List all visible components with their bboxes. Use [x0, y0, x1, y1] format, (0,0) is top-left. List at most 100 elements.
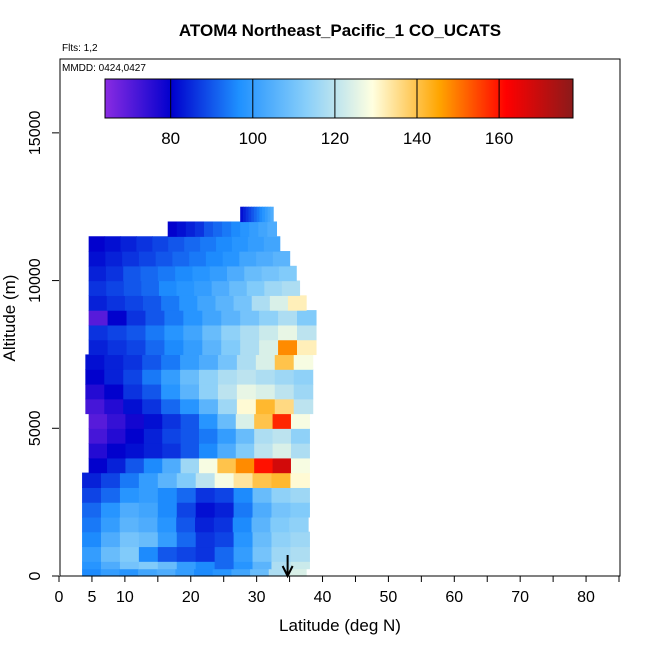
heatmap-cell [82, 561, 102, 570]
heatmap-cell [143, 295, 162, 311]
heatmap-cell [88, 265, 107, 282]
heatmap-cell [179, 295, 198, 311]
heatmap-cell [157, 531, 178, 548]
plot-frame [59, 58, 621, 577]
heatmap-cell [246, 280, 265, 296]
x-axis-label: Latitude (deg N) [279, 616, 401, 635]
heatmap-cell [252, 502, 273, 518]
heatmap-cell [199, 369, 219, 385]
heatmap-cell [125, 428, 145, 444]
heatmap-cell [157, 546, 178, 562]
heatmap-cell [254, 413, 274, 429]
heatmap-cell [175, 265, 194, 282]
heatmap-cell [217, 457, 237, 474]
heatmap-cell [235, 457, 255, 474]
heatmap-cell [271, 561, 292, 570]
heatmap-cell [287, 295, 307, 311]
heatmap-cell [290, 561, 310, 570]
heatmap-cell [236, 383, 257, 400]
heatmap-cell [290, 428, 310, 444]
x-tick-label: 30 [248, 589, 266, 606]
heatmap-cell [252, 531, 273, 548]
heatmap-cell [242, 206, 247, 223]
heatmap-cell [125, 413, 145, 429]
heatmap-cell [212, 568, 232, 577]
heatmap-cell [203, 221, 214, 237]
heatmap-cell [172, 251, 190, 267]
heatmap-cell [272, 457, 292, 474]
heatmap-cell [107, 457, 127, 474]
heatmap-cell [126, 310, 147, 326]
heatmap-cell [200, 236, 217, 252]
heatmap-cell [267, 206, 271, 223]
heatmap-cell [143, 443, 163, 459]
heatmap-cell [240, 310, 260, 326]
heatmap-cell [249, 221, 259, 237]
heatmap-cell [101, 472, 121, 488]
heatmap-cell [138, 531, 159, 548]
heatmap-cell [293, 354, 314, 370]
heatmap-cell [155, 251, 173, 267]
heatmap-cell [199, 443, 218, 459]
heatmap-cell [119, 561, 140, 570]
heatmap-cell [104, 354, 124, 370]
heatmap-cell [180, 354, 200, 370]
heatmap-cell [143, 428, 163, 444]
y-tick-label: 10000 [27, 258, 44, 303]
heatmap-cell [176, 561, 197, 570]
heatmap-cell [158, 280, 178, 296]
heatmap-cell [214, 487, 235, 503]
x-axis: 0 5 10 20 30 40 50 60 70 80 [55, 576, 620, 606]
heatmap-cell [272, 443, 292, 459]
heatmap-cell [157, 472, 178, 488]
heatmap-cell [247, 236, 265, 252]
x-tick-label: 50 [380, 589, 398, 606]
heatmap-cell [88, 295, 108, 311]
heatmap-cell [271, 531, 292, 548]
heatmap-cell [104, 369, 124, 385]
heatmap-cell [138, 568, 158, 577]
heatmap-cell [213, 221, 223, 237]
heatmap-cell [122, 251, 140, 267]
x-tick-label: 70 [511, 589, 529, 606]
heatmap-cell [142, 383, 162, 400]
heatmap-cell [167, 221, 178, 237]
heatmap-cell [164, 310, 184, 326]
heatmap-cell [100, 516, 121, 533]
heatmap-cell [142, 398, 162, 415]
heatmap-cell [107, 310, 128, 326]
heatmap-cell [235, 428, 255, 444]
heatmap-cell [261, 265, 280, 282]
heatmap-cell [236, 354, 257, 370]
heatmap-cell [138, 546, 159, 562]
heatmap-cell [101, 487, 121, 503]
heatmap-cell [194, 280, 213, 296]
heatmap-cell [290, 443, 310, 459]
heatmap-cell [199, 413, 218, 429]
heatmap-cell [124, 295, 144, 311]
heatmap-cell [254, 457, 274, 474]
heatmap-cell [136, 236, 153, 252]
heatmap-cell [82, 502, 102, 518]
heatmap-cell [256, 206, 260, 223]
heatmap-cell [192, 265, 211, 282]
heatmap-cell [101, 531, 121, 548]
heatmap-cell [217, 443, 237, 459]
heatmap-cell [162, 457, 182, 474]
heatmap-cell [221, 310, 241, 326]
x-tick-label: 20 [182, 589, 200, 606]
latitude-arrow [281, 555, 294, 579]
heatmap-cell [161, 295, 180, 311]
heatmap-cell [176, 472, 197, 488]
heatmap-cell [162, 443, 182, 459]
heatmap-cell [123, 265, 142, 282]
heatmap-cell [199, 457, 218, 474]
y-tick-label: 5000 [27, 410, 44, 446]
heatmap-cell [202, 339, 222, 356]
heatmap-cell [101, 502, 121, 518]
heatmap-cell [274, 398, 295, 415]
heatmap-cell [194, 221, 205, 237]
heatmap-cell [195, 472, 216, 488]
heatmap-cell [88, 413, 108, 429]
heatmap-cell [126, 324, 147, 341]
